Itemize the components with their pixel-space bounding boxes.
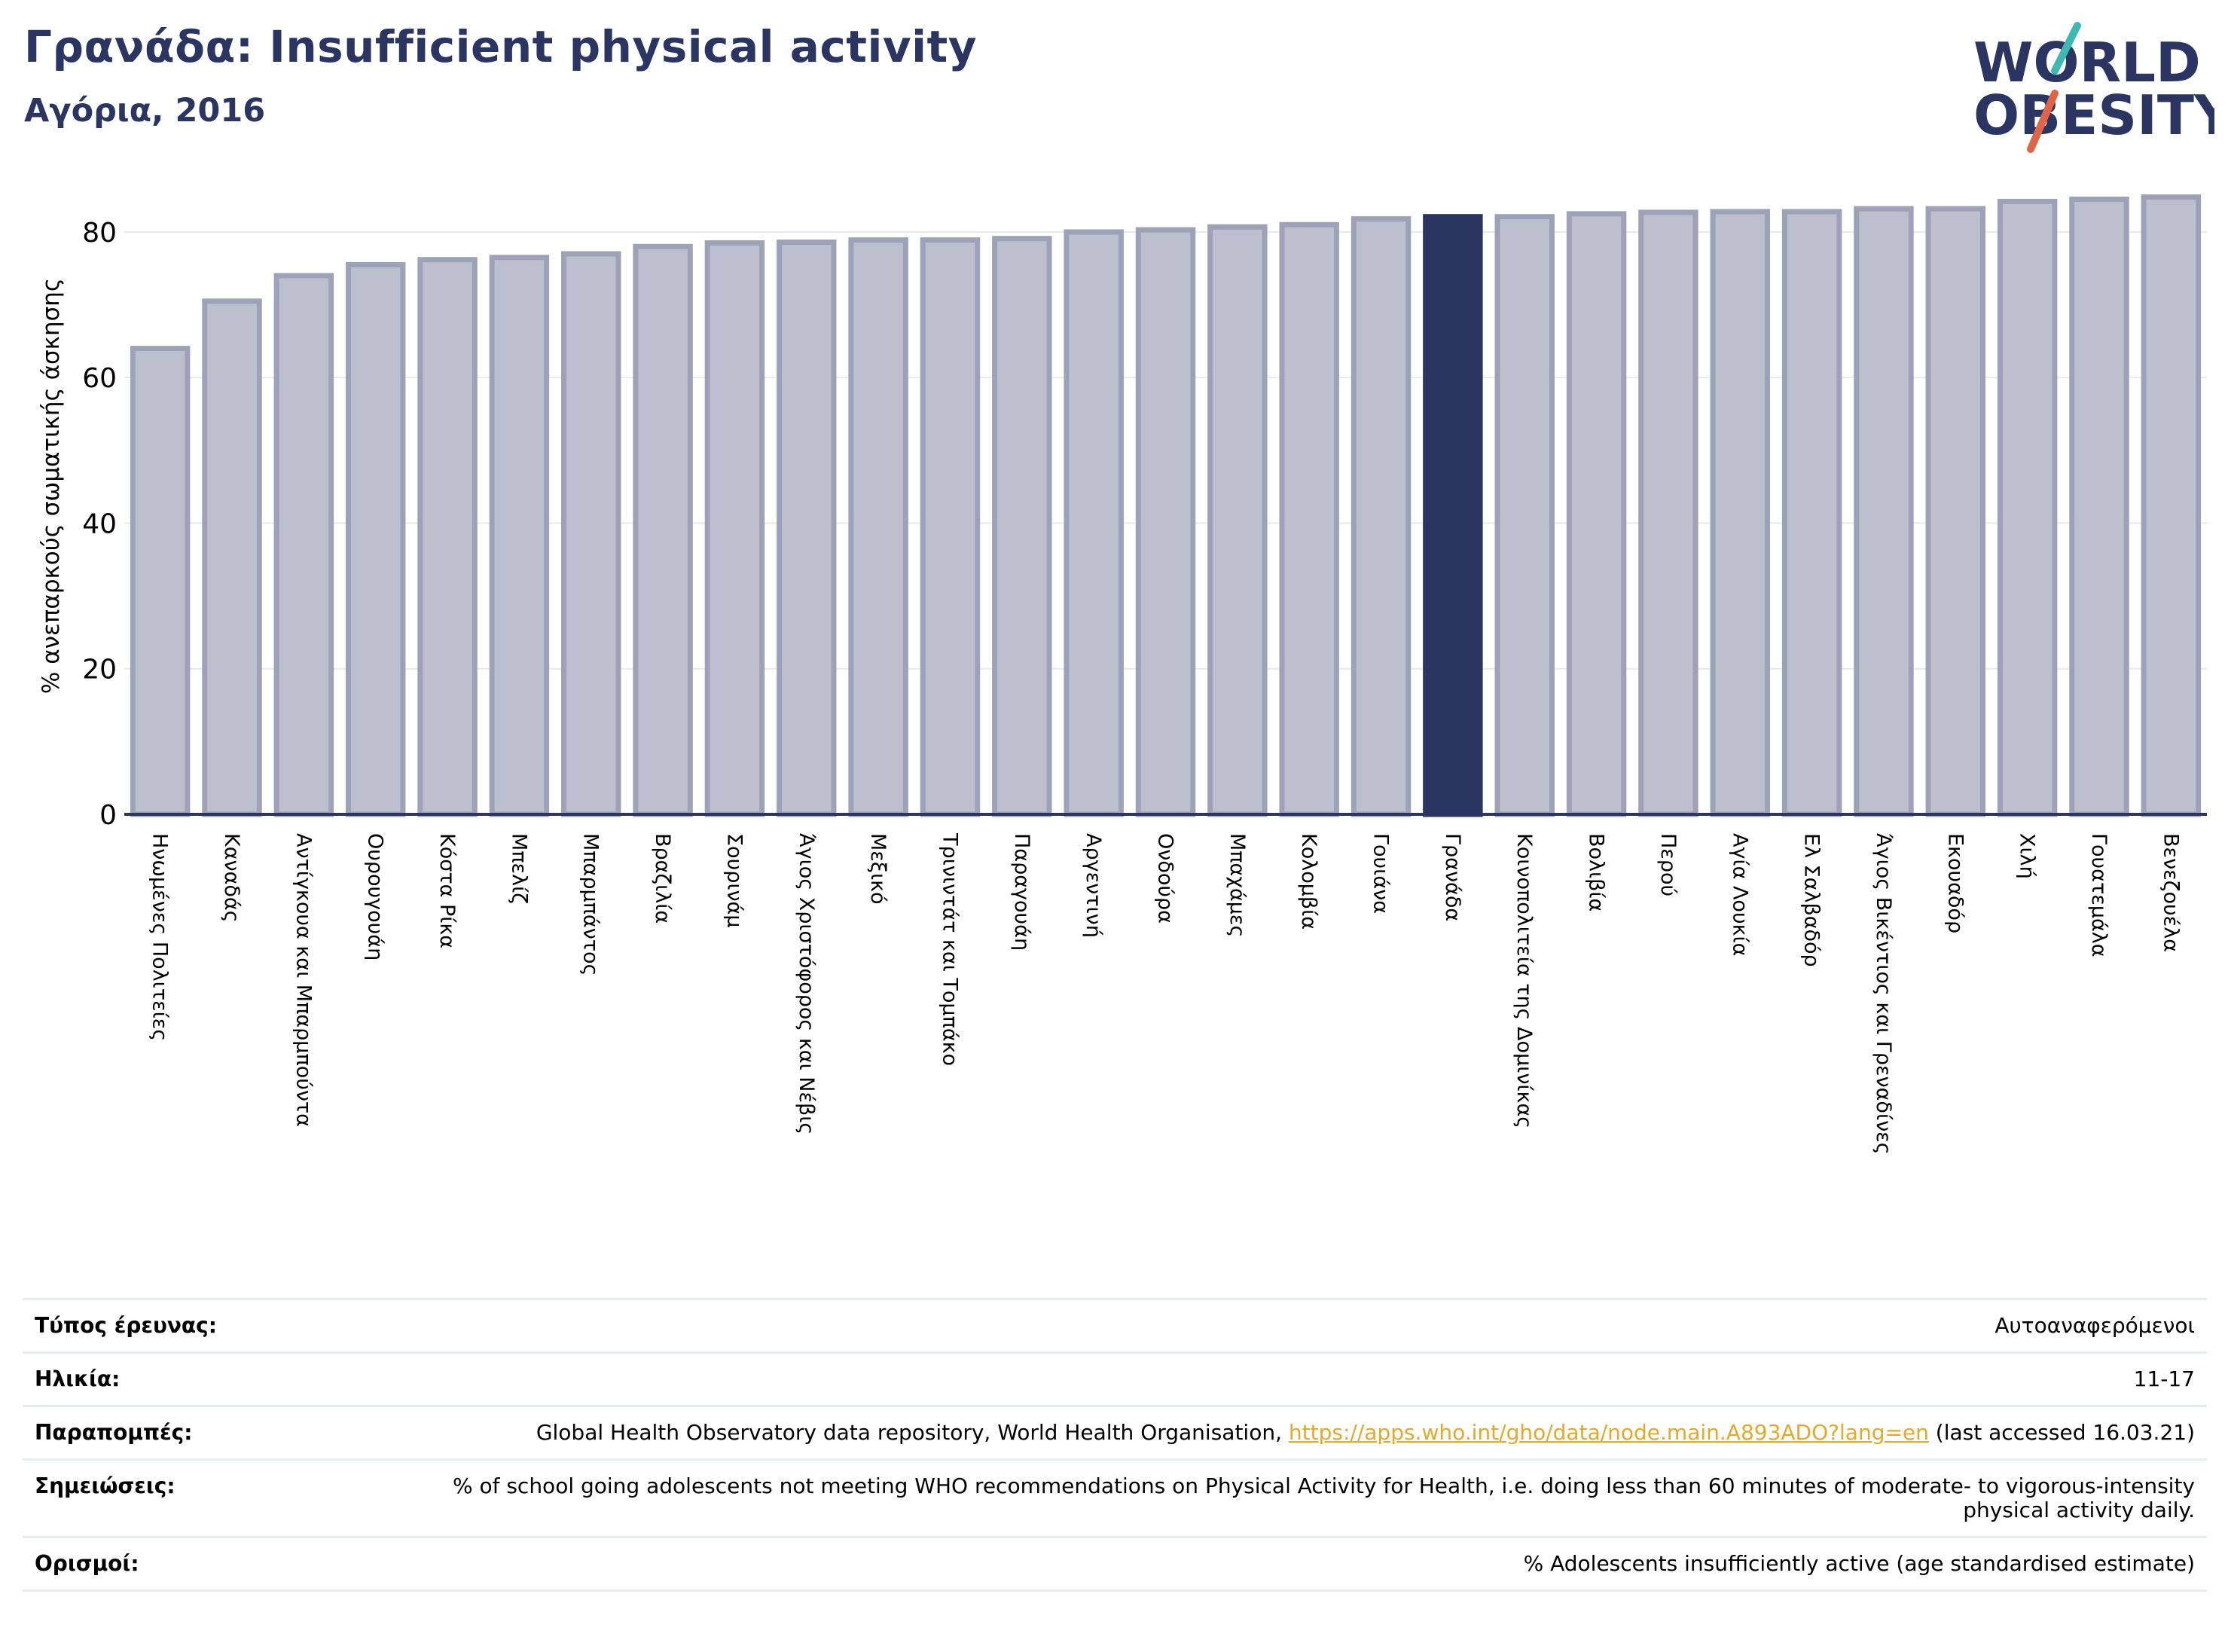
x-category-label: Γρανάδα [1441,833,1464,921]
bar [1064,229,1124,817]
x-category-label: Βενεζουέλα [2159,833,2182,952]
y-tick-label: 80 [82,218,117,249]
chart-subtitle: Αγόρια, 2016 [24,92,266,130]
x-category-label: Αργεντινή [1082,833,1105,938]
info-value: 11-17 [2133,1366,2195,1391]
x-category-label: Περού [1656,833,1680,896]
bar [489,255,550,817]
info-table-body: Τύπος έρευνας: Αυτοαναφερόμενοι Ηλικία: 11-… [23,1299,2207,1591]
info-key: Παραπομπές: [35,1420,193,1445]
info-row: Παραπομπές: Global Health Observatory dat… [23,1406,2207,1460]
x-category-label: Άγιος Βικέντιος και Γρεναδίνες [1872,833,1895,1155]
y-tick-label: 40 [82,508,117,539]
bar [1854,206,1914,817]
bar [1710,209,1770,817]
x-category-label: Τρινιντάτ και Τομπάκο [938,832,961,1066]
x-category-label: Βραζιλία [651,833,674,924]
x-category-label: Σουρινάμ [722,833,746,928]
y-axis-title: % ανεπαρκούς σωματικής άσκησης [38,278,65,694]
bar [417,257,478,817]
reference-text: Global Health Observatory data repositor… [536,1420,1289,1445]
bar [1351,216,1412,817]
x-category-label: Μπελίζ [507,833,530,904]
x-category-label: Άγιος Χριστόφορος και Νέβις [795,833,818,1134]
bar [1997,198,2058,817]
x-category-label: Ηνωμένες Πολιτείες [148,833,172,1041]
x-category-label: Ουρουγουάη [364,833,387,960]
info-value: % Adolescents insufficiently active (age… [1523,1551,2195,1576]
bar [561,251,621,817]
y-axis-ticks: 0 20 40 60 80 [82,218,117,831]
bar [633,243,693,817]
bar [1494,214,1555,817]
x-category-label: Χιλή [2016,833,2039,879]
logo-slash-red [2027,90,2059,153]
bar [1566,211,1627,817]
info-value: Global Health Observatory data repositor… [363,1406,2207,1460]
bar-highlight [1423,214,1483,817]
bar [1279,221,1339,817]
bar [2069,196,2129,817]
x-category-label: Μεξικό [866,833,890,905]
x-axis-labels: Ηνωμένες Πολιτείες Καναδάς Αντίγκουα και Μ… [148,832,2183,1155]
bar [848,237,908,817]
bar [1207,224,1268,817]
bar [704,240,765,817]
x-category-label: Αγία Λουκία [1728,833,1751,956]
info-key: Τύπος έρευνας: [35,1313,217,1338]
x-category-label: Παραγουάη [1010,833,1033,951]
bars [130,194,2202,817]
logo-slash-teal [2051,22,2081,75]
y-tick-label: 60 [82,363,117,394]
bar [1135,227,1196,817]
info-value: % of school going adolescents not meetin… [452,1473,2195,1522]
info-key: Ηλικία: [35,1366,121,1391]
logo-line2: OBESITY [1973,84,2214,147]
logo-line1: WORLD [1973,31,2201,94]
bar [202,298,262,817]
reference-link[interactable]: https://apps.who.int/gho/data/node.main.… [1288,1420,1929,1445]
reference-accessed: (last accessed 16.03.21) [1928,1420,2195,1445]
bar [130,346,191,817]
y-tick-label: 20 [82,655,117,686]
chart-title: Γρανάδα: Insufficient physical activity [24,21,978,72]
bar [777,240,837,817]
info-key: Σημειώσεις: [35,1473,175,1498]
x-category-label: Ονδούρα [1154,833,1177,924]
x-category-label: Γουιάνα [1369,833,1393,914]
bar [920,237,981,817]
bar-chart: 0 20 40 60 80 Ηνωμένες Πολιτείες Καναδάς Αντίγ… [38,194,2207,1155]
x-category-label: Ελ Σαλβαδόρ [1800,833,1824,967]
bar [1925,206,1986,817]
info-row: Ορισμοί: % Adolescents insufficiently act… [23,1537,2207,1591]
x-category-label: Αντίγκουα και Μπαρμπούντα [291,833,315,1127]
x-category-label: Βολιβία [1585,833,1608,912]
x-category-label: Γουατεμάλα [2087,833,2110,957]
bar [2141,194,2202,817]
bar [273,273,334,817]
info-value: Αυτοαναφερόμενοι [1995,1313,2195,1338]
x-category-label: Κολομβία [1297,833,1320,930]
info-row: Ηλικία: 11-17 [23,1352,2207,1406]
x-category-label: Κοινοπολιτεία της Δομινίκας [1512,833,1536,1128]
info-table: Τύπος έρευνας: Αυτοαναφερόμενοι Ηλικία: 11-… [23,1298,2207,1592]
x-category-label: Μπαρμπάντος [579,833,603,976]
x-category-label: Μπαχάμες [1225,833,1249,937]
info-row: Σημειώσεις: % of school going adolescents… [23,1459,2207,1537]
bar [1781,209,1842,817]
x-category-label: Κόστα Ρίκα [435,833,459,948]
bar [345,261,406,817]
bar [1638,209,1698,817]
y-tick-label: 0 [99,800,117,831]
info-key: Ορισμοί: [35,1551,139,1576]
x-category-label: Εκουαδόρ [1943,833,1967,933]
x-category-label: Καναδάς [220,833,243,923]
info-row: Τύπος έρευνας: Αυτοαναφερόμενοι [23,1299,2207,1353]
bar [992,236,1052,817]
world-obesity-logo: WORLD OBESITY [1973,22,2214,153]
